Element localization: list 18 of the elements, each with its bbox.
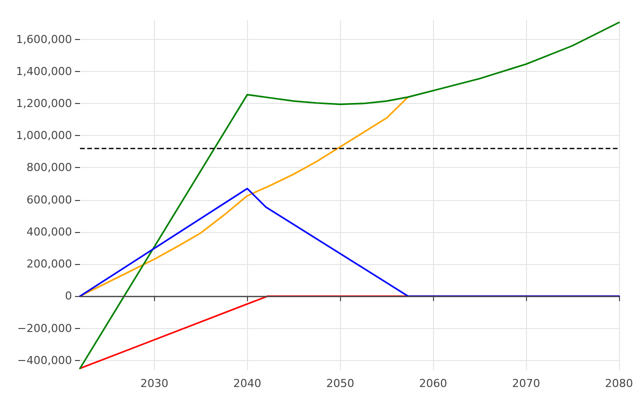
- y-tick-label: 1,200,000: [16, 96, 72, 110]
- x-tick-label: 2080: [605, 377, 633, 390]
- y-tick-label: 200,000: [26, 258, 72, 271]
- y-tick-label: −200,000: [17, 322, 72, 335]
- x-tick-label: 2040: [233, 377, 262, 390]
- y-tick-label: 800,000: [26, 161, 72, 174]
- y-tick-label: 600,000: [26, 193, 72, 206]
- y-tick-label: 1,600,000: [16, 32, 72, 46]
- x-tick-label: 2060: [419, 377, 448, 390]
- y-tick-label: 1,400,000: [16, 64, 72, 78]
- y-tick-label: 0: [65, 290, 72, 303]
- y-tick-label: 1,000,000: [16, 129, 72, 142]
- x-tick-label: 2050: [326, 377, 354, 390]
- line-series: [79, 96, 409, 297]
- y-tick-label: 400,000: [26, 225, 72, 238]
- x-tick-label: 2030: [140, 377, 168, 390]
- x-tick-label: 2070: [512, 377, 540, 390]
- y-tick-label: −400,000: [17, 354, 72, 367]
